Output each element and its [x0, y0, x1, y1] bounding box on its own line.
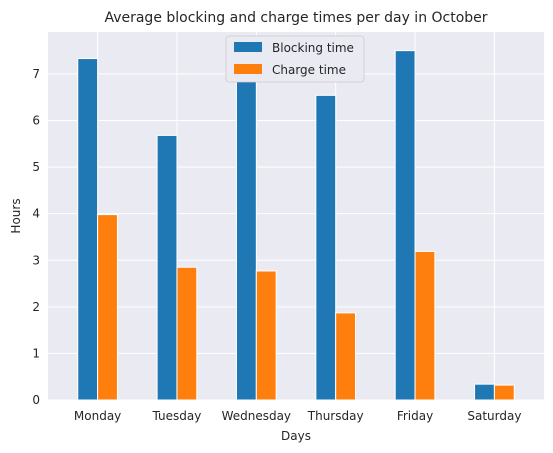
x-axis-label: Days	[281, 429, 311, 443]
x-tick-label: Thursday	[307, 409, 364, 423]
bar-blocking-time-monday	[77, 58, 99, 401]
legend: Blocking time Charge time	[225, 35, 365, 83]
y-tick-label: 7	[32, 67, 40, 81]
y-tick-label: 3	[32, 253, 40, 267]
y-tick-labels: 0 1 2 3 4 5 6 7	[32, 67, 40, 407]
x-tick-labels: Monday Tuesday Wednesday Thursday Friday Satu…	[74, 409, 522, 423]
x-tick-label: Saturday	[467, 409, 521, 423]
bar-blocking-time-tuesday	[156, 134, 178, 401]
bar-blocking-time-saturday	[474, 383, 495, 401]
y-tick-label: 4	[32, 207, 40, 221]
legend-swatch-blocking	[234, 42, 262, 52]
y-tick-label: 0	[32, 393, 40, 407]
chart-title: Average blocking and charge times per da…	[104, 10, 487, 26]
bar-charge-time-wednesday	[255, 270, 277, 401]
bar-blocking-time-wednesday	[235, 68, 257, 401]
y-tick-label: 2	[32, 300, 40, 314]
bar-charge-time-tuesday	[176, 266, 198, 401]
x-tick-label: Friday	[397, 409, 433, 423]
bars	[77, 50, 515, 401]
bar-blocking-time-thursday	[315, 94, 337, 401]
legend-label-blocking: Blocking time	[272, 41, 354, 55]
bar-charge-time-thursday	[335, 312, 357, 401]
y-tick-label: 5	[32, 160, 40, 174]
legend-label-charge: Charge time	[272, 63, 346, 77]
bar-charge-time-saturday	[493, 384, 515, 401]
legend-swatch-charge	[234, 64, 262, 74]
x-tick-label: Tuesday	[152, 409, 202, 423]
y-tick-label: 1	[32, 346, 40, 360]
y-tick-label: 6	[32, 114, 40, 128]
x-tick-label: Wednesday	[222, 409, 291, 423]
bar-charge-time-friday	[414, 250, 436, 401]
x-tick-label: Monday	[74, 409, 121, 423]
y-axis-label: Hours	[9, 198, 23, 233]
bar-charge-time-monday	[97, 214, 118, 401]
plot-background	[48, 32, 544, 400]
bar-blocking-time-friday	[394, 50, 416, 401]
